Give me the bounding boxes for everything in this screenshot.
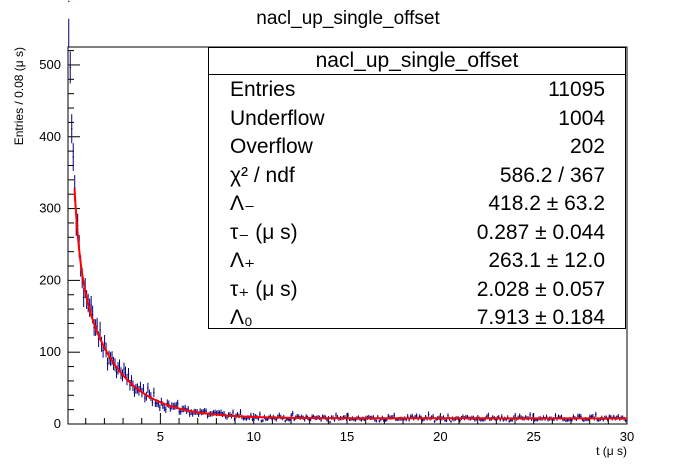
stats-key: τ₊ (μ s) — [230, 277, 298, 301]
stats-box: nacl_up_single_offset Entries 11095 Underf… — [208, 47, 626, 329]
stats-key: Underflow — [230, 106, 325, 130]
stats-row: Entries 11095 — [209, 75, 625, 104]
stats-value: 202 — [569, 135, 605, 158]
stats-value: 2.028 ± 0.057 — [476, 277, 605, 301]
stats-row: Λ₋ 418.2 ± 63.2 — [209, 189, 625, 218]
y-axis: 0 100 200 300 400 500 — [39, 50, 80, 431]
y-axis-label: Entries / 0.08 (μ s) — [12, 47, 26, 145]
stats-value: 418.2 ± 63.2 — [488, 192, 605, 215]
stats-value: 0.287 ± 0.044 — [476, 220, 605, 244]
x-tick-label: 30 — [620, 429, 634, 444]
stats-row: τ₋ (μ s) 0.287 ± 0.044 — [209, 218, 625, 247]
stats-key: Overflow — [230, 135, 313, 158]
y-tick-label: 300 — [39, 201, 61, 216]
y-tick-label: 100 — [39, 344, 61, 359]
stats-row: χ² / ndf 586.2 / 367 — [209, 161, 625, 190]
stats-key: Λ₋ — [230, 192, 256, 215]
stats-row: Overflow 202 — [209, 132, 625, 161]
x-tick-label: 20 — [433, 429, 447, 444]
stats-value: 586.2 / 367 — [499, 163, 605, 187]
stats-value: 263.1 ± 12.0 — [488, 249, 605, 272]
stats-value: 1004 — [558, 106, 605, 130]
stats-value: 11095 — [548, 78, 605, 101]
stats-title: nacl_up_single_offset — [209, 48, 625, 75]
stats-row: Λ₊ 263.1 ± 12.0 — [209, 246, 625, 275]
fit-curve — [73, 188, 627, 420]
x-tick-label: 25 — [526, 429, 540, 444]
y-tick-label: 500 — [39, 57, 61, 72]
stats-key: Entries — [230, 78, 296, 101]
stats-key: Λ₀ — [230, 306, 253, 329]
y-tick-label: 0 — [54, 416, 61, 431]
stats-row: τ₊ (μ s) 2.028 ± 0.057 — [209, 275, 625, 304]
stats-key: Λ₊ — [230, 249, 256, 272]
stats-key: τ₋ (μ s) — [230, 220, 298, 244]
y-tick-label: 400 — [39, 129, 61, 144]
y-tick-label: 200 — [39, 272, 61, 287]
stats-key: χ² / ndf — [230, 163, 295, 187]
stats-value: 7.913 ± 0.184 — [476, 306, 605, 329]
x-tick-label: 15 — [340, 429, 354, 444]
stats-row: Underflow 1004 — [209, 104, 625, 133]
stats-row: Λ₀ 7.913 ± 0.184 — [209, 303, 625, 332]
x-tick-label: 10 — [246, 429, 260, 444]
chart-title: nacl_up_single_offset — [256, 8, 440, 29]
x-axis-label: t (μ s) — [596, 444, 627, 458]
x-tick-label: 5 — [157, 429, 164, 444]
